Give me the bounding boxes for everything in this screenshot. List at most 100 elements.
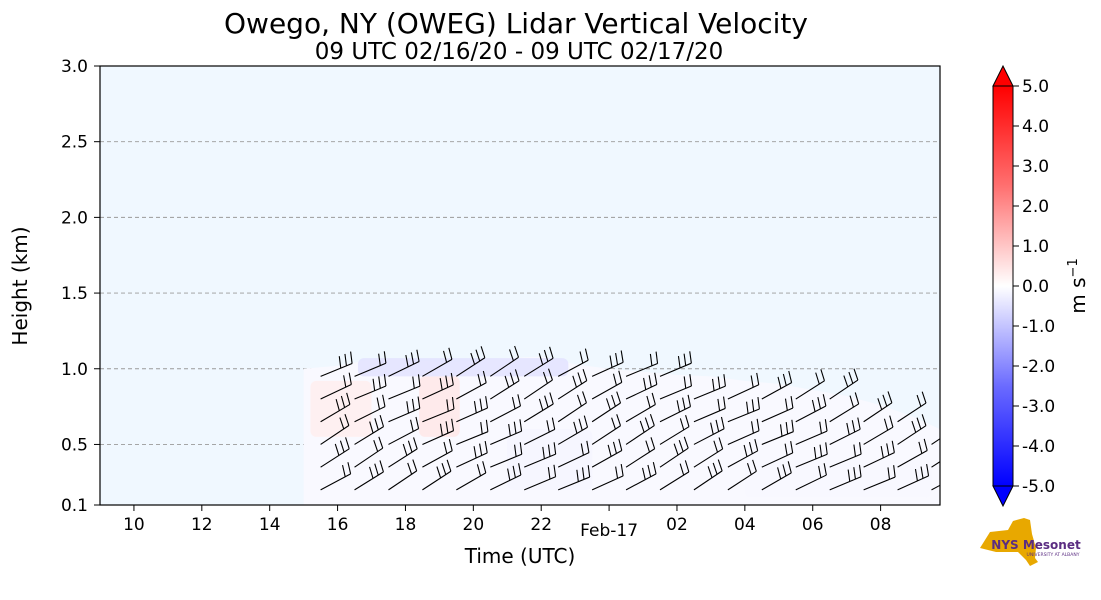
wind-barb — [557, 440, 590, 468]
y-tick-label: 0.1 — [61, 496, 88, 516]
logo-text: NYS Mesonet — [991, 538, 1081, 552]
barb-feather — [542, 371, 548, 384]
wind-barb — [489, 345, 520, 377]
barb-feather — [339, 440, 345, 453]
wind-barb — [897, 414, 927, 445]
barb-feather — [712, 378, 715, 391]
barb-feather — [854, 392, 860, 405]
x-tick-label: 10 — [123, 515, 145, 535]
wind-barb — [490, 463, 522, 491]
barb-feather — [406, 401, 410, 414]
barb-feather — [746, 463, 752, 475]
barb-feather — [811, 399, 816, 412]
barb-feather — [883, 418, 889, 431]
wind-barb — [456, 346, 486, 377]
barb-feather — [717, 376, 721, 389]
wind-barb — [625, 351, 659, 377]
barb-feather — [374, 418, 379, 431]
y-tick-label: 2.5 — [61, 133, 88, 153]
barb-feather — [413, 437, 418, 450]
barb-feather — [616, 391, 622, 404]
barb-feather — [916, 417, 922, 430]
barb-feather — [823, 463, 827, 476]
barb-feather — [547, 467, 551, 480]
new-york-state-shape — [980, 518, 1038, 566]
x-tick-label: 12 — [191, 515, 213, 535]
barb-feather — [756, 418, 760, 431]
barb-feather — [581, 467, 585, 480]
wind-barb — [829, 368, 859, 400]
barb-feather — [415, 416, 420, 429]
wind-barb — [829, 442, 862, 468]
barb-feather — [410, 352, 415, 365]
barb-feather — [787, 461, 792, 474]
barb-feather — [514, 444, 517, 457]
wind-barb — [659, 374, 692, 400]
barb-feather — [717, 459, 723, 472]
wind-barb — [388, 416, 420, 445]
x-tick-label: Feb-17 — [580, 521, 638, 541]
wind-barb — [422, 418, 455, 445]
wind-barb — [761, 370, 793, 400]
barb-feather — [819, 421, 822, 434]
barb-feather — [451, 397, 455, 410]
wind-barb — [897, 463, 930, 491]
barb-feather — [446, 459, 452, 472]
wind-barb — [795, 419, 828, 445]
barb-feather — [451, 418, 455, 431]
wind-barb — [863, 391, 893, 423]
barb-feather — [518, 463, 522, 476]
colorbar-tick-label: 2.0 — [1022, 197, 1049, 217]
barb-feather — [553, 464, 557, 477]
barb-feather — [482, 461, 487, 473]
wind-barb — [456, 396, 489, 423]
wind-barb — [320, 413, 350, 445]
barb-feather — [609, 355, 613, 368]
barb-feather — [553, 442, 557, 455]
wind-barb — [693, 374, 726, 400]
colorbar-label: m s−1 — [1066, 258, 1090, 313]
barb-feather — [641, 467, 646, 480]
barb-feather — [785, 422, 789, 435]
barb-shaft — [931, 461, 940, 468]
barb-feather — [407, 440, 413, 453]
barb-feather — [341, 464, 346, 477]
wind-barb — [320, 462, 352, 491]
barb-feather — [777, 376, 782, 389]
wind-barb — [422, 372, 454, 400]
barb-feather — [893, 465, 896, 478]
wind-barb — [659, 460, 690, 491]
barb-feather — [578, 418, 583, 431]
wind-barb — [320, 372, 352, 400]
barb-feather — [549, 346, 554, 359]
barb-feather — [788, 370, 793, 383]
barb-feather — [407, 462, 413, 475]
barb-feather — [582, 369, 588, 381]
wind-barb — [422, 397, 455, 423]
wind-barb — [591, 391, 622, 423]
wind-barb — [829, 392, 860, 423]
barb-feather — [382, 394, 386, 407]
barb-feather — [682, 397, 686, 410]
barb-feather — [756, 372, 760, 385]
wind-barb — [523, 417, 556, 445]
barb-feather — [784, 443, 788, 456]
barb-feather — [485, 396, 489, 409]
barb-feather — [576, 469, 579, 482]
wind-barb — [897, 391, 927, 423]
barb-feather — [707, 466, 713, 478]
y-tick-label: 2.0 — [61, 208, 88, 228]
barb-feather — [484, 440, 488, 453]
barb-feather — [679, 463, 685, 476]
y-tick-label: 1.5 — [61, 284, 88, 304]
barb-feather — [790, 396, 794, 409]
barb-feather — [417, 396, 421, 409]
colorbar-gradient — [992, 85, 1014, 487]
barb-feather — [611, 417, 616, 430]
barb-feather — [649, 413, 655, 426]
barb-feather — [583, 415, 589, 428]
wind-barb — [422, 438, 453, 468]
barb-feather — [710, 422, 714, 435]
velocity-patch — [310, 380, 372, 437]
